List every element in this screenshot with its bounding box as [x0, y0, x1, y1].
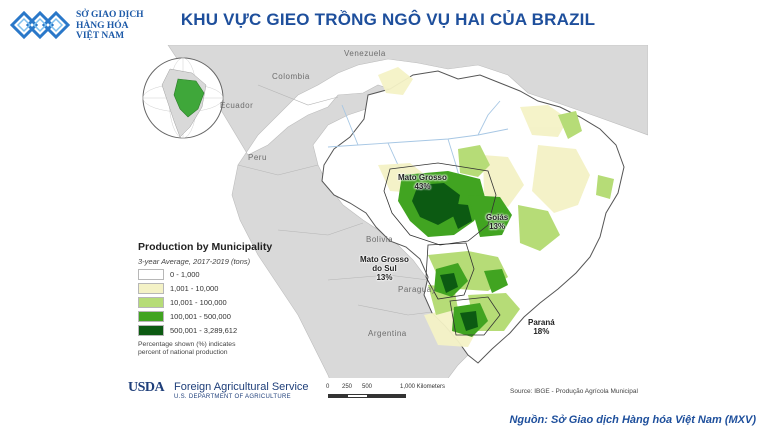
- scale-bar-graphic: [328, 394, 406, 398]
- legend-swatch: [138, 297, 164, 308]
- legend-label: 100,001 - 500,000: [170, 312, 231, 321]
- legend-row: 1,001 - 10,000: [138, 283, 313, 294]
- legend-note-line2: percent of national production: [138, 349, 228, 356]
- label-venezuela: Venezuela: [344, 49, 386, 58]
- state-name-line2: do Sul: [372, 264, 397, 273]
- state-share: 13%: [489, 222, 506, 231]
- state-label-goias: Goiás 13%: [486, 213, 508, 231]
- page-title: KHU VỰC GIEO TRỒNG NGÔ VỤ HAI CỦA BRAZIL: [180, 10, 596, 29]
- parana-boundary: [449, 296, 501, 336]
- map-footer: USDA Foreign Agricultural Service U.S. D…: [128, 378, 648, 406]
- legend-note: Percentage shown (%) indicates percent o…: [138, 341, 268, 357]
- legend-swatch: [138, 311, 164, 322]
- state-label-mato-grosso: Mato Grosso 43%: [398, 173, 447, 191]
- label-ecuador: Ecuador: [220, 101, 254, 110]
- label-peru: Peru: [248, 153, 267, 162]
- mato-grosso-boundary: [383, 162, 497, 246]
- logo-line-2: HÀNG HÓA: [76, 20, 129, 31]
- legend-swatch: [138, 325, 164, 336]
- mato-grosso-do-sul-boundary: [425, 242, 475, 300]
- legend-label: 1,001 - 10,000: [170, 284, 219, 293]
- scale-tick-0: 0: [326, 384, 330, 390]
- agency-name: Foreign Agricultural Service: [174, 381, 309, 393]
- legend-row: 0 - 1,000: [138, 269, 313, 280]
- label-bolivia: Bolivia: [366, 235, 394, 244]
- legend-rows: 0 - 1,000 1,001 - 10,000 10,001 - 100,000 1…: [138, 269, 313, 336]
- state-label-mato-grosso-do-sul: Mato Grosso do Sul 13%: [360, 255, 409, 282]
- legend-swatch: [138, 269, 164, 280]
- label-argentina: Argentina: [368, 329, 407, 338]
- legend-row: 100,001 - 500,000: [138, 311, 313, 322]
- legend-subtitle: 3-year Average, 2017-2019 (tons): [138, 257, 251, 266]
- mxv-logo: SỞ GIAO DỊCH HÀNG HÓA VIỆT NAM: [8, 6, 168, 46]
- mxv-logo-text: SỞ GIAO DỊCH HÀNG HÓA VIỆT NAM: [76, 10, 144, 42]
- department-name: U.S. DEPARTMENT OF AGRICULTURE: [174, 394, 291, 400]
- state-share: 13%: [376, 273, 393, 282]
- state-name: Paraná: [528, 318, 555, 327]
- mxv-logo-mark: [9, 10, 71, 40]
- scale-tick-1000: 1,000 Kilometers: [400, 384, 446, 390]
- logo-line-1: SỞ GIAO DỊCH: [76, 10, 144, 20]
- state-name: Goiás: [486, 213, 509, 222]
- map-source: Source: IBGE - Produção Agrícola Municip…: [510, 388, 638, 395]
- label-paraguay: Paraguay: [398, 285, 437, 294]
- legend-label: 0 - 1,000: [170, 270, 200, 279]
- state-name-line1: Mato Grosso: [360, 255, 409, 264]
- legend-label: 10,001 - 100,000: [170, 298, 227, 307]
- map-frame: Venezuela Colombia Ecuador Peru Bolivia …: [128, 45, 648, 405]
- legend: Production by Municipality 3-year Averag…: [138, 241, 313, 357]
- state-label-parana: Paraná 18%: [528, 318, 555, 336]
- usda-wordmark: USDA: [128, 380, 165, 395]
- legend-note-line1: Percentage shown (%) indicates: [138, 341, 236, 348]
- attribution: Nguồn: Sở Giao dịch Hàng hóa Việt Nam (M…: [509, 414, 756, 426]
- state-share: 18%: [533, 327, 550, 336]
- state-share: 43%: [414, 182, 431, 191]
- legend-title: Production by Municipality: [138, 241, 273, 253]
- scale-bar: 0 250 500 1,000 Kilometers: [326, 384, 468, 404]
- logo-line-3: VIỆT NAM: [76, 31, 125, 41]
- label-colombia: Colombia: [272, 72, 310, 81]
- legend-row: 500,001 - 3,289,612: [138, 325, 313, 336]
- legend-row: 10,001 - 100,000: [138, 297, 313, 308]
- scale-tick-250: 250: [342, 384, 353, 390]
- legend-swatch: [138, 283, 164, 294]
- state-name: Mato Grosso: [398, 173, 447, 182]
- locator-globe: [142, 57, 224, 139]
- scale-tick-500: 500: [362, 384, 373, 390]
- legend-label: 500,001 - 3,289,612: [170, 326, 238, 335]
- base-map: [128, 45, 648, 405]
